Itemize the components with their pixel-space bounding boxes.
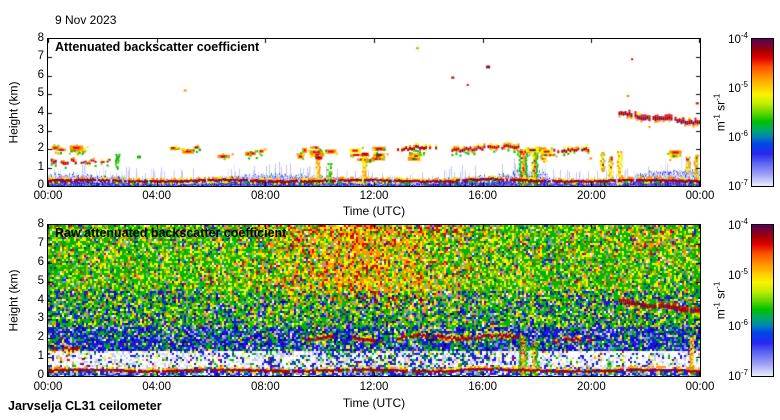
x-tick-label: 20:00 — [576, 190, 606, 202]
colorbar-tick-label: 10-4 — [728, 31, 748, 46]
y-tick-label: 0 — [37, 179, 44, 191]
x-tick-label: 08:00 — [250, 381, 280, 393]
y-tick-label: 7 — [37, 50, 44, 63]
y-tick-label: 2 — [37, 331, 44, 344]
y-tick-label: 3 — [37, 312, 44, 325]
y-tick-label: 5 — [37, 274, 44, 287]
raw-panel-title: Raw attenuated backscatter coefficient — [55, 226, 287, 240]
x-axis-label-bottom: Time (UTC) — [342, 396, 406, 410]
attenuated-backscatter-panel: Attenuated backscatter coefficient — [47, 38, 701, 187]
y-tick-label: 7 — [37, 236, 44, 249]
x-tick-label: 16:00 — [468, 190, 498, 202]
colorbar-tick-label: 10-6 — [728, 129, 748, 144]
y-tick-label: 3 — [37, 123, 44, 136]
colorbar-tick-label: 10-7 — [728, 368, 748, 383]
y-tick-label: 0 — [37, 369, 44, 381]
colorbar-unit-bottom: m-1 sr-1 — [712, 281, 728, 320]
colorbar-bottom — [751, 224, 774, 377]
x-tick-label: 00:00 — [685, 381, 715, 393]
y-tick-label: 2 — [37, 142, 44, 155]
x-tick-label: 12:00 — [359, 190, 389, 202]
y-tick-label: 1 — [37, 350, 44, 363]
x-axis-label-top: Time (UTC) — [342, 204, 406, 218]
y-tick-label: 5 — [37, 87, 44, 100]
colorbar-tick-label: 10-5 — [728, 267, 748, 283]
x-tick-label: 12:00 — [359, 381, 389, 393]
date-label: 9 Nov 2023 — [55, 13, 117, 27]
attenuated-panel-title: Attenuated backscatter coefficient — [55, 40, 260, 54]
y-tick-label: 8 — [37, 32, 44, 44]
x-tick-label: 00:00 — [33, 381, 63, 393]
y-tick-label: 1 — [37, 160, 44, 173]
y-tick-label: 6 — [37, 68, 44, 81]
y-tick-label: 8 — [37, 218, 44, 230]
colorbar-tick-label: 10-5 — [728, 80, 748, 95]
colorbar-top — [751, 38, 774, 187]
x-tick-label: 04:00 — [142, 381, 172, 393]
colorbar-tick-label: 10-6 — [728, 317, 748, 333]
y-tick-label: 4 — [37, 293, 44, 306]
x-tick-label: 04:00 — [142, 190, 172, 202]
colorbar-tick-label: 10-7 — [728, 178, 748, 193]
x-tick-label: 08:00 — [250, 190, 280, 202]
x-tick-label: 00:00 — [33, 190, 63, 202]
raw-backscatter-panel: Raw attenuated backscatter coefficient — [47, 224, 701, 377]
y-tick-label: 4 — [37, 105, 44, 118]
attenuated-heatmap-canvas — [48, 39, 700, 186]
colorbar-tick-label: 10-4 — [728, 217, 748, 232]
x-tick-label: 20:00 — [576, 381, 606, 393]
x-tick-label: 00:00 — [685, 190, 715, 202]
x-tick-label: 16:00 — [468, 381, 498, 393]
colorbar-unit-top: m-1 sr-1 — [712, 93, 728, 132]
instrument-label: Jarvselja CL31 ceilometer — [8, 399, 162, 413]
y-tick-label: 6 — [37, 255, 44, 268]
raw-heatmap-canvas — [48, 225, 700, 376]
